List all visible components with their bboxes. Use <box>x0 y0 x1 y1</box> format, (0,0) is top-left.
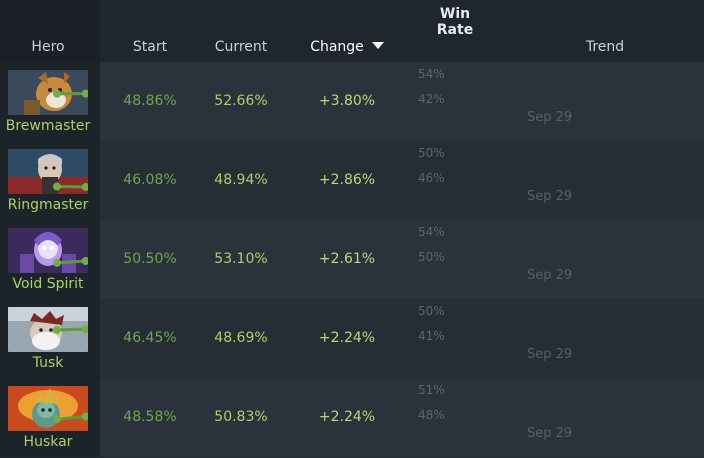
trend-point <box>81 412 88 421</box>
trend-sparkline[interactable]: 54% 50% Sep 29 <box>414 220 704 299</box>
hero-cell[interactable]: Void Spirit <box>0 220 100 299</box>
trend-segment <box>56 259 86 265</box>
hero-name[interactable]: Tusk <box>32 355 64 371</box>
trend-tick-high: 54% <box>418 225 445 239</box>
trend-tick-low: 41% <box>418 329 445 343</box>
hero-name[interactable]: Ringmaster <box>7 197 89 213</box>
current-winrate: 53.10% <box>214 251 268 267</box>
hero-portrait <box>8 228 88 273</box>
trend-tick-high: 54% <box>418 67 445 81</box>
trend-date-label: Sep 29 <box>527 268 573 283</box>
trend-point <box>81 257 88 265</box>
sort-descending-icon <box>371 42 384 49</box>
trend-tick-low: 50% <box>418 250 445 264</box>
trend-sparkline[interactable]: 50% 41% Sep 29 <box>414 299 704 378</box>
current-winrate: 52.66% <box>214 93 268 109</box>
trend-sparkline[interactable]: 54% 42% Sep 29 <box>414 62 704 141</box>
hero-cell[interactable]: Huskar <box>0 378 100 457</box>
trend-date-label: Sep 29 <box>527 426 573 441</box>
trend-column-header[interactable]: Trend <box>585 39 625 55</box>
table-row[interactable]: Huskar 48.58% 50.83% +2.24% 51% 48% Sep … <box>0 378 704 457</box>
change-column-header[interactable]: Change <box>297 39 397 55</box>
change-column-label: Change <box>310 39 364 55</box>
winrate-change: +2.61% <box>318 251 376 267</box>
table-row[interactable]: Void Spirit 50.50% 53.10% +2.61% 54% 50%… <box>0 220 704 299</box>
trend-date-label: Sep 29 <box>527 110 573 125</box>
trend-point <box>53 258 61 267</box>
trend-tick-low: 42% <box>418 92 445 106</box>
trend-point <box>53 89 61 98</box>
hero-portrait <box>8 70 88 115</box>
hero-name[interactable]: Brewmaster <box>5 118 91 134</box>
trend-tick-high: 50% <box>418 146 445 160</box>
winrate-change: +2.24% <box>318 409 376 425</box>
hero-column-header[interactable]: Hero <box>31 39 65 55</box>
trend-point <box>53 325 61 334</box>
hero-cell[interactable]: Brewmaster <box>0 62 100 141</box>
winrate-change: +2.24% <box>318 330 376 346</box>
trend-tick-low: 48% <box>418 408 445 422</box>
start-column-header[interactable]: Start <box>132 39 168 55</box>
trend-chart <box>414 141 704 220</box>
trend-tick-low: 46% <box>418 171 445 185</box>
hero-cell[interactable]: Ringmaster <box>0 141 100 220</box>
trend-point <box>81 183 88 191</box>
trend-date-label: Sep 29 <box>527 189 573 204</box>
current-column-header[interactable]: Current <box>214 39 268 55</box>
trend-segment <box>56 327 86 332</box>
start-winrate: 46.08% <box>123 172 177 188</box>
trend-chart <box>414 378 704 457</box>
trend-tick-high: 51% <box>418 383 445 397</box>
hero-portrait <box>8 307 88 352</box>
start-winrate: 48.58% <box>123 409 177 425</box>
current-winrate: 50.83% <box>214 409 268 425</box>
trend-segment <box>56 185 86 189</box>
table-row[interactable]: Ringmaster 46.08% 48.94% +2.86% 50% 46% … <box>0 141 704 220</box>
trend-tick-high: 50% <box>418 304 445 318</box>
trend-chart <box>414 220 704 299</box>
trend-point <box>81 89 88 98</box>
start-winrate: 46.45% <box>123 330 177 346</box>
hero-name[interactable]: Void Spirit <box>12 276 84 292</box>
win-rate-group-title: Win Rate <box>436 6 474 38</box>
hero-header-cell <box>0 0 100 62</box>
hero-cell[interactable]: Tusk <box>0 299 100 378</box>
trend-segment <box>56 415 86 421</box>
trend-date-label: Sep 29 <box>527 347 573 362</box>
trend-sparkline[interactable]: 50% 46% Sep 29 <box>414 141 704 220</box>
trend-chart <box>414 62 704 141</box>
table-header <box>0 0 704 62</box>
trend-point <box>81 325 88 334</box>
trend-sparkline[interactable]: 51% 48% Sep 29 <box>414 378 704 457</box>
trend-point <box>53 182 61 191</box>
table-row[interactable]: Tusk 46.45% 48.69% +2.24% 50% 41% Sep 29 <box>0 299 704 378</box>
hero-name[interactable]: Huskar <box>23 434 73 450</box>
winrate-change: +2.86% <box>318 172 376 188</box>
hero-portrait <box>8 386 88 431</box>
start-winrate: 50.50% <box>123 251 177 267</box>
trend-chart <box>414 299 704 378</box>
trend-point <box>53 415 61 424</box>
current-winrate: 48.69% <box>214 330 268 346</box>
start-winrate: 48.86% <box>123 93 177 109</box>
hero-portrait <box>8 149 88 194</box>
current-winrate: 48.94% <box>214 172 268 188</box>
table-row[interactable]: Brewmaster 48.86% 52.66% +3.80% 54% 42% … <box>0 62 704 141</box>
winrate-change: +3.80% <box>318 93 376 109</box>
